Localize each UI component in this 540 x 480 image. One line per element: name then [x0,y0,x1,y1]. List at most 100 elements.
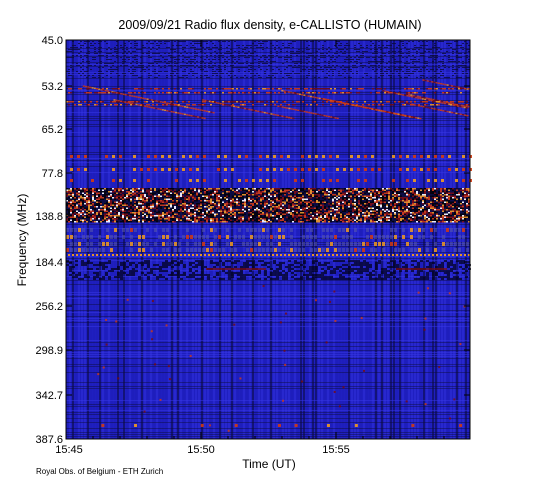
spectrogram-cell [324,65,326,66]
spectrogram-cell [430,99,433,102]
spectrogram-cell [215,101,218,104]
spectrogram-cell [74,198,76,200]
spectrogram-cell [440,197,442,199]
spectrogram-cell [458,204,460,206]
spectrogram-cell [252,198,254,200]
spectrogram-cell [370,191,372,193]
spectrogram-cell [308,73,310,74]
spectrogram-cell [272,61,274,62]
spectrogram-cell [268,197,270,199]
spectrogram-cell [244,57,246,58]
spectrogram-cell [308,49,310,50]
spectrogram-cell [204,197,206,199]
spectrogram-cell [312,88,314,90]
spectrogram-cell [266,88,268,90]
spectrogram-cell [328,197,330,199]
spectrogram-cell [166,41,168,42]
spectrogram-cell [292,204,294,206]
spectrogram-cell [66,154,470,155]
spectrogram-cell [328,51,330,52]
spectrogram-cell [212,197,214,199]
spectrogram-cell [334,192,336,194]
spectrogram-cell [234,51,236,52]
spectrogram-cell [162,197,164,199]
spectrogram-cell [414,192,416,194]
spectrogram-cell [228,40,230,439]
spectrogram-cell [379,109,382,112]
spectrogram-cell [220,49,222,50]
spectrogram-cell [398,200,400,202]
spectrogram-cell [188,200,190,202]
spectrogram-cell [340,197,342,199]
spectrogram-cell [150,40,152,439]
spectrogram-cell [300,40,302,439]
spectrogram-cell [408,71,410,72]
spectrogram-cell [210,192,212,194]
spectrogram-cell [178,194,180,196]
spectrogram-cell [80,194,82,196]
spectrogram-cell [214,191,216,193]
spectrogram-cell [292,51,294,52]
spectrogram-cell [422,67,424,68]
spectrogram-cell [66,346,470,347]
spectrogram-cell [430,49,432,50]
spectrogram-cell [376,201,378,203]
spectrogram-cell [116,191,118,193]
spectrogram-cell [136,75,138,76]
spectrogram-cell [415,96,418,99]
spectrogram-cell [80,104,82,106]
spectrogram-cell [342,73,344,74]
spectrogram-cell [448,77,450,78]
spectrogram-cell [238,92,240,94]
spectrogram-cell [390,203,392,205]
spectrogram-cell [206,197,208,199]
spectrogram-cell [238,198,240,200]
spectrogram-cell [268,112,271,115]
spectrogram-cell [164,194,166,196]
spectrogram-cell [288,116,291,119]
spectrogram-cell [82,188,84,190]
spectrogram-cell [338,204,340,206]
spectrogram-cell [74,191,76,193]
spectrogram-cell [220,45,222,46]
spectrogram-cell [322,55,324,56]
spectrogram-cell [415,104,418,107]
spectrogram-cell [416,51,418,52]
spectrogram-cell [384,191,386,193]
spectrogram-cell [372,189,374,191]
spectrogram-cell [314,195,316,197]
spectrogram-cell [194,197,196,199]
spectrogram-cell [178,41,180,42]
spectrogram-cell [296,51,298,52]
spectrogram-cell [66,204,68,206]
spectrogram-cell [366,197,368,199]
spectrogram-cell [94,73,96,74]
spectrogram-cell [156,188,158,190]
spectrogram-cell [114,92,116,94]
spectrogram-cell [148,198,150,200]
spectrogram-cell [302,188,304,190]
spectrogram-cell [296,55,298,56]
spectrogram-cell [408,115,411,118]
spectrogram-cell [448,84,451,87]
spectrogram-cell [246,63,248,64]
spectrogram-cell [72,57,74,58]
spectrogram-cell [90,198,92,200]
spectrogram-cell [338,198,340,200]
spectrogram-cell [202,69,204,70]
spectrogram-cell [378,40,380,439]
spectrogram-cell [406,101,408,103]
spectrogram-cell [442,61,444,62]
spectrogram-cell [66,126,470,127]
spectrogram-cell [204,65,206,66]
spectrogram-cell [112,200,114,202]
spectrogram-cell [231,168,234,171]
spectrogram-cell [86,53,88,54]
spectrogram-cell [106,92,108,94]
spectrogram-cell [452,104,455,106]
spectrogram-cell [66,280,470,281]
spectrogram-cell [250,77,252,78]
spectrogram-cell [84,75,86,76]
spectrogram-cell [368,203,370,205]
spectrogram-cell [452,69,454,70]
